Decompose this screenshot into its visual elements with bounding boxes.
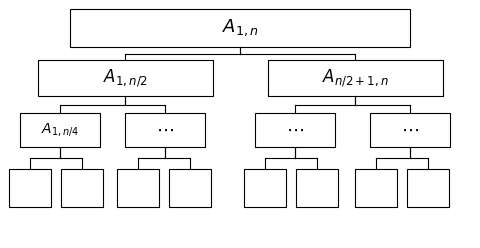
Bar xyxy=(355,169,397,207)
Text: $A_{1,n}$: $A_{1,n}$ xyxy=(222,18,258,38)
Text: $\cdots$: $\cdots$ xyxy=(156,121,174,139)
Bar xyxy=(61,169,103,207)
Bar xyxy=(9,169,51,207)
Bar xyxy=(169,169,211,207)
Bar xyxy=(296,169,338,207)
Text: $A_{1,n/2}$: $A_{1,n/2}$ xyxy=(103,67,147,89)
Text: $A_{1,n/4}$: $A_{1,n/4}$ xyxy=(41,122,79,138)
Bar xyxy=(255,113,335,147)
Text: $\cdots$: $\cdots$ xyxy=(401,121,419,139)
Bar xyxy=(244,169,286,207)
Bar xyxy=(370,113,450,147)
Bar xyxy=(20,113,100,147)
Bar xyxy=(125,113,205,147)
Text: $\cdots$: $\cdots$ xyxy=(286,121,304,139)
Bar xyxy=(407,169,449,207)
Bar xyxy=(267,60,443,96)
Bar xyxy=(37,60,213,96)
Bar xyxy=(117,169,159,207)
Bar xyxy=(70,9,410,47)
Text: $A_{n/2+1,n}$: $A_{n/2+1,n}$ xyxy=(322,67,388,89)
